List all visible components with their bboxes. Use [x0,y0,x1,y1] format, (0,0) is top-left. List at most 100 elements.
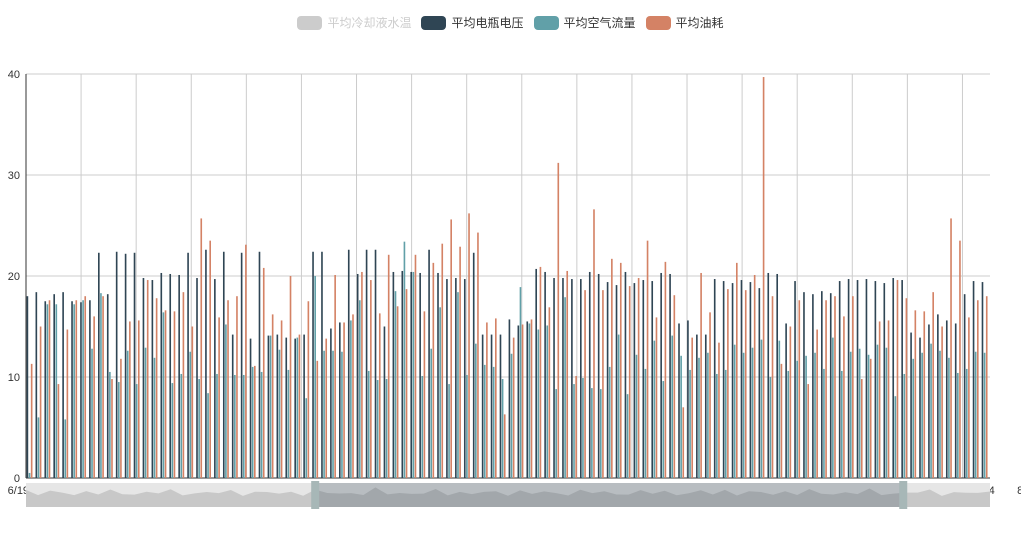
bar-平均油耗 [316,360,319,478]
bar-平均油耗 [370,280,372,478]
bar-平均油耗 [834,296,836,478]
bar-平均空气流量 [421,375,424,478]
bar-平均空气流量 [135,384,138,478]
bar-平均空气流量 [55,304,58,478]
bar-平均油耗 [530,319,533,478]
bar-平均空气流量 [144,347,147,478]
bar-平均电瓶电压 [80,302,82,478]
y-tick-label: 30 [8,170,20,182]
bar-平均电瓶电压 [133,252,136,478]
bar-平均电瓶电压 [821,291,823,478]
x-tick-label: 8/4/14 [1017,485,1021,497]
bar-平均油耗 [593,209,595,478]
zoom-handle-left[interactable] [311,481,320,509]
bar-平均油耗 [30,363,33,478]
bar-平均油耗 [825,300,827,478]
bar-平均油耗 [200,218,203,478]
bar-平均油耗 [789,326,792,478]
bar-平均空气流量 [698,357,700,478]
bar-平均油耗 [575,375,577,478]
bar-平均油耗 [298,334,301,478]
bar-平均电瓶电压 [722,281,725,478]
bar-平均油耗 [887,320,890,478]
bar-平均空气流量 [724,369,727,478]
bar-平均空气流量 [769,377,772,478]
bar-平均空气流量 [796,360,798,478]
bar-平均电瓶电压 [883,283,886,478]
bar-平均油耗 [816,329,818,478]
bar-平均油耗 [602,290,604,478]
bar-平均油耗 [914,310,917,478]
bar-平均电瓶电压 [812,294,814,478]
bar-平均空气流量 [430,348,433,478]
zoom-window [315,483,904,507]
bar-平均油耗 [682,407,685,478]
legend-item-0[interactable]: 平均冷却液水温 [297,14,411,31]
bar-平均电瓶电压 [330,328,332,478]
bar-平均电瓶电压 [303,334,305,478]
bar-平均空气流量 [608,366,611,478]
bar-平均电瓶电压 [642,280,645,478]
legend-label: 平均空气流量 [563,16,636,30]
bar-平均电瓶电压 [651,281,654,478]
bar-平均电瓶电压 [829,293,832,478]
bar-平均油耗 [584,290,586,478]
bar-平均油耗 [878,321,881,478]
bar-平均电瓶电压 [588,271,591,478]
bar-平均电瓶电压 [838,281,841,478]
bar-平均空气流量 [751,347,754,478]
bar-平均电瓶电压 [678,323,680,478]
bar-平均油耗 [566,270,569,478]
bar-平均电瓶电压 [954,323,957,478]
bar-平均油耗 [735,262,738,478]
bar-平均油耗 [557,162,560,478]
bar-平均空气流量 [28,472,31,478]
bar-平均电瓶电压 [580,279,582,478]
legend-item-3[interactable]: 平均油耗 [645,14,724,31]
bar-平均油耗 [637,278,640,478]
bar-平均电瓶电压 [704,334,707,478]
bar-平均空气流量 [412,271,415,478]
bar-平均空气流量 [171,383,174,478]
bar-平均油耗 [84,296,87,478]
bar-平均空气流量 [109,371,111,478]
bar-平均电瓶电压 [731,283,734,478]
bar-平均油耗 [173,311,176,478]
bar-平均空气流量 [483,364,486,478]
bar-平均空气流量 [314,276,316,478]
bar-平均电瓶电压 [562,278,564,478]
bar-平均油耗 [218,317,220,478]
bar-平均电瓶电压 [981,282,984,478]
y-tick-label: 10 [8,372,20,384]
bar-平均电瓶电压 [865,279,868,478]
bar-平均油耗 [137,320,140,478]
bar-平均空气流量 [903,373,906,478]
zoom-handle-right[interactable] [899,481,908,509]
legend-item-2[interactable]: 平均空气流量 [533,14,636,31]
bar-平均空气流量 [394,291,397,478]
bar-平均电瓶电压 [963,294,966,478]
bar-平均电瓶电压 [312,251,314,478]
bar-平均油耗 [548,307,551,478]
bar-平均油耗 [932,292,934,478]
bar-平均油耗 [718,342,720,478]
legend-item-1[interactable]: 平均电瓶电压 [421,14,524,31]
bar-平均油耗 [361,271,363,478]
bar-平均空气流量 [305,398,308,478]
bar-平均油耗 [727,289,729,478]
bar-平均空气流量 [64,419,67,478]
bar-平均电瓶电压 [294,338,297,478]
bar-平均电瓶电压 [481,334,484,478]
bar-平均油耗 [378,313,381,478]
bar-平均油耗 [441,243,444,478]
bar-平均电瓶电压 [392,271,395,478]
bar-平均电瓶电压 [490,334,493,478]
bar-平均油耗 [280,320,283,478]
bar-平均空气流量 [876,344,879,478]
bar-平均油耗 [968,317,970,478]
y-axis: 0 10 20 30 40 [8,69,990,485]
legend-label: 平均冷却液水温 [327,16,412,30]
bar-平均油耗 [307,301,310,478]
bar-平均油耗 [744,290,747,478]
